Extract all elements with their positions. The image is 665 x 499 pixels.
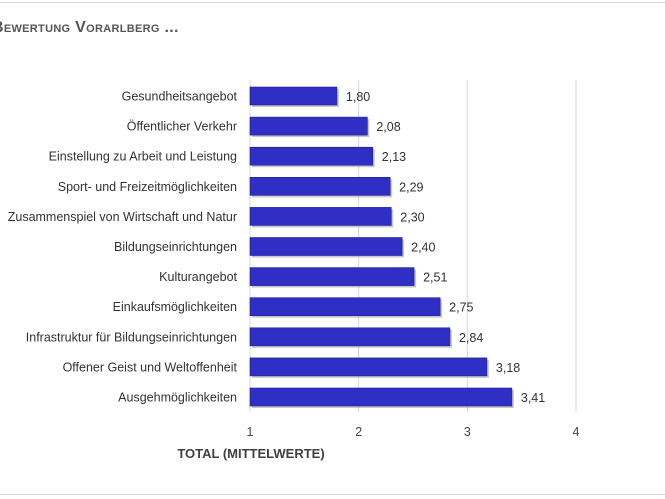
category-label: Öffentlicher Verkehr xyxy=(127,120,237,134)
category-label: Sport- und Freizeitmöglichkeiten xyxy=(58,180,237,194)
top-divider xyxy=(0,2,665,3)
chart-title: Bewertung Vorarlberg ... xyxy=(0,19,179,36)
value-label: 2,29 xyxy=(399,180,423,194)
x-tick-label: 2 xyxy=(355,425,362,439)
category-label: Einstellung zu Arbeit und Leistung xyxy=(49,150,237,164)
value-label: 1,80 xyxy=(346,90,370,104)
value-label: 2,08 xyxy=(376,120,400,134)
bar xyxy=(249,207,392,226)
category-label: Ausgehmöglichkeiten xyxy=(118,391,237,405)
value-label: 2,13 xyxy=(382,150,406,164)
x-axis-title: TOTAL (MITTELWERTE) xyxy=(177,446,324,461)
value-label: 2,75 xyxy=(449,301,473,315)
value-label: 2,51 xyxy=(423,271,447,285)
value-label: 3,41 xyxy=(521,391,545,405)
category-label: Zusammenspiel von Wirtschaft und Natur xyxy=(8,210,237,224)
bar xyxy=(249,146,374,166)
x-tick-label: 1 xyxy=(247,425,254,439)
category-label: Gesundheitsangebot xyxy=(122,90,238,104)
value-label: 2,84 xyxy=(459,331,483,345)
bar xyxy=(249,177,391,196)
value-label: 2,30 xyxy=(400,210,424,224)
bar xyxy=(249,86,338,106)
bar xyxy=(249,267,415,286)
category-label: Kulturangebot xyxy=(159,270,237,284)
bar xyxy=(249,327,451,347)
bottom-divider xyxy=(0,494,665,495)
bar xyxy=(249,297,441,317)
category-label: Offener Geist und Weltoffenheit xyxy=(63,360,238,374)
bar xyxy=(249,387,513,407)
category-label: Infrastruktur für Bildungseinrichtungen xyxy=(26,330,237,344)
category-label: Einkaufsmöglichkeiten xyxy=(113,300,237,314)
bar xyxy=(249,237,403,256)
bar xyxy=(249,357,488,377)
x-tick-label: 4 xyxy=(573,425,580,439)
value-label: 2,40 xyxy=(411,241,435,255)
value-label: 3,18 xyxy=(496,361,520,375)
category-label: Bildungseinrichtungen xyxy=(114,240,237,254)
bar xyxy=(249,116,368,136)
x-tick-label: 3 xyxy=(464,425,471,439)
